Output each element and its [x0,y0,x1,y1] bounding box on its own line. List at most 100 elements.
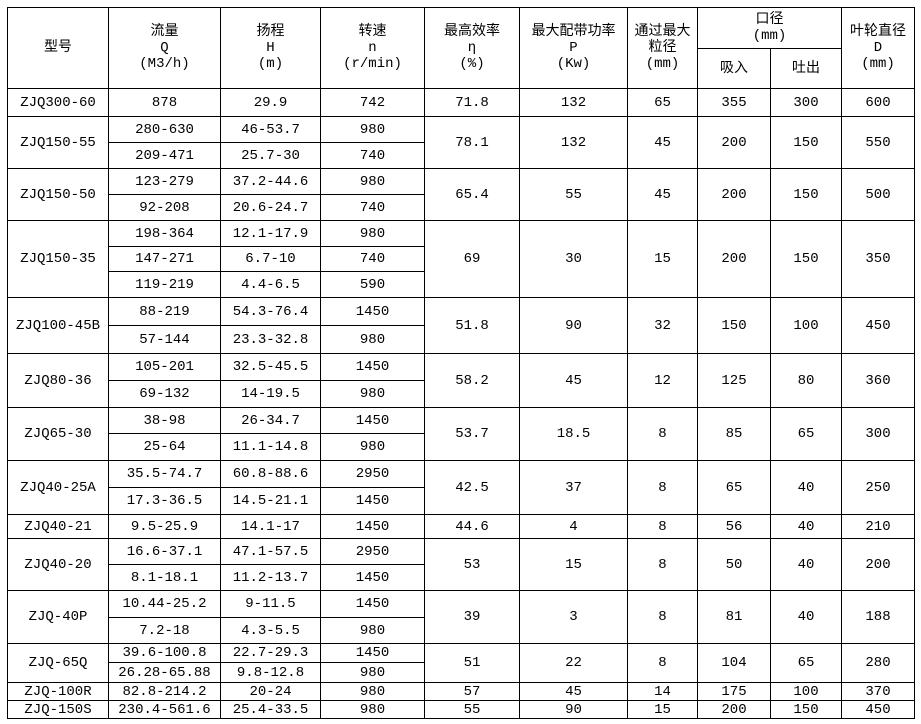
head-cell: 20-24 [220,682,321,701]
efficiency-cell: 51 [424,643,520,683]
header-discharge: 吐出 [770,48,842,89]
speed-cell: 1450 [320,407,425,434]
efficiency-cell: 78.1 [424,116,520,169]
speed-cell: 2950 [320,538,425,565]
speed-cell: 980 [320,433,425,461]
flow-cell: 69-132 [108,380,221,408]
head-cell: 20.6-24.7 [220,194,321,221]
table-row: ZJQ150-35 198-364 12.1-17.9 980 69 30 15 200 150… [7,220,915,298]
model-cell: ZJQ65-30 [7,407,109,461]
speed-cell: 1450 [320,564,425,591]
head-cell: 25.4-33.5 [220,700,321,719]
power-cell: 22 [519,643,628,683]
table-row: ZJQ40-21 9.5-25.9 14.1-17 1450 44.6 4 8 56 40 210 [7,514,915,539]
table-row: ZJQ-150S 230.4-561.6 25.4-33.5 980 55 90 15 200… [7,700,915,719]
header-impeller: 叶轮直径 D (mm) [841,7,915,89]
table-row: 25-64 11.1-14.8 980 [8,433,915,461]
particle-cell: 32 [627,297,698,354]
head-cell: 4.3-5.5 [220,617,321,644]
efficiency-cell: 55 [424,700,520,719]
power-cell: 132 [519,88,628,117]
particle-cell: 65 [627,88,698,117]
efficiency-cell: 39 [424,590,520,644]
efficiency-cell: 42.5 [424,460,520,515]
speed-cell: 1450 [320,353,425,381]
speed-cell: 1450 [320,590,425,618]
speed-cell: 980 [320,662,425,683]
impeller-cell: 250 [841,460,915,515]
particle-cell: 8 [627,460,698,515]
suction-cell: 56 [697,514,771,539]
head-cell: 14.1-17 [220,514,321,539]
table-row: ZJQ80-36 105-201 32.5-45.5 1450 58.2 45 12 125 8… [7,353,915,408]
power-cell: 90 [519,297,628,354]
head-cell: 11.2-13.7 [220,564,321,591]
model-cell: ZJQ150-50 [7,168,109,221]
table-row: ZJQ300-60 878 29.9 742 71.8 132 65 355 300 600 [7,88,915,117]
suction-cell: 200 [697,220,771,298]
impeller-cell: 550 [841,116,915,169]
head-cell: 14.5-21.1 [220,487,321,515]
flow-cell: 38-98 [108,407,221,434]
power-cell: 132 [519,116,628,169]
power-cell: 37 [519,460,628,515]
flow-cell: 57-144 [108,325,221,354]
head-cell: 54.3-76.4 [220,297,321,326]
discharge-cell: 40 [770,460,842,515]
impeller-cell: 370 [841,682,915,701]
table-row: ZJQ65-30 38-98 26-34.7 1450 53.7 18.5 8 85 65 300 [7,407,915,461]
model-cell: ZJQ-100R [7,682,109,701]
suction-cell: 50 [697,538,771,591]
head-cell: 32.5-45.5 [220,353,321,381]
power-cell: 55 [519,168,628,221]
head-cell: 14-19.5 [220,380,321,408]
model-cell: ZJQ-150S [7,700,109,719]
particle-cell: 45 [627,168,698,221]
pump-spec-table: 型号 流量 Q (M3/h) 扬程 H (m) 转速 n (r/min) 最高效率 η (%) … [7,7,915,719]
impeller-cell: 280 [841,643,915,683]
power-cell: 4 [519,514,628,539]
efficiency-cell: 44.6 [424,514,520,539]
model-cell: ZJQ150-55 [7,116,109,169]
speed-cell: 2950 [320,460,425,488]
flow-cell: 119-219 [108,271,221,298]
speed-cell: 1450 [320,487,425,515]
discharge-cell: 40 [770,538,842,591]
power-cell: 3 [519,590,628,644]
flow-cell: 17.3-36.5 [108,487,221,515]
flow-cell: 209-471 [108,142,221,169]
speed-cell: 740 [320,246,425,272]
table-row: 7.2-18 4.3-5.5 980 [8,617,915,644]
head-cell: 26-34.7 [220,407,321,434]
discharge-cell: 150 [770,168,842,221]
discharge-cell: 150 [770,220,842,298]
flow-cell: 280-630 [108,116,221,143]
table-row: 92-208 20.6-24.7 740 [8,194,915,221]
speed-cell: 980 [320,380,425,408]
head-cell: 23.3-32.8 [220,325,321,354]
discharge-cell: 65 [770,643,842,683]
model-cell: ZJQ100-45B [7,297,109,354]
flow-cell: 198-364 [108,220,221,247]
particle-cell: 8 [627,643,698,683]
suction-cell: 355 [697,88,771,117]
table-header: 型号 流量 Q (M3/h) 扬程 H (m) 转速 n (r/min) 最高效率 η (%) … [7,7,915,89]
table-row: 57-144 23.3-32.8 980 [8,325,915,354]
table-row: 119-219 4.4-6.5 590 [8,271,915,298]
table-row: ZJQ100-45B 88-219 54.3-76.4 1450 51.8 90 32 150… [7,297,915,354]
suction-cell: 104 [697,643,771,683]
suction-cell: 150 [697,297,771,354]
impeller-cell: 300 [841,407,915,461]
flow-cell: 88-219 [108,297,221,326]
particle-cell: 45 [627,116,698,169]
header-particle: 通过最大 粒径 (mm) [627,7,698,89]
discharge-cell: 150 [770,700,842,719]
discharge-cell: 40 [770,590,842,644]
power-cell: 30 [519,220,628,298]
particle-cell: 8 [627,590,698,644]
header-model: 型号 [7,7,109,89]
table-row: 69-132 14-19.5 980 [8,380,915,408]
flow-cell: 230.4-561.6 [108,700,221,719]
model-cell: ZJQ40-21 [7,514,109,539]
suction-cell: 175 [697,682,771,701]
